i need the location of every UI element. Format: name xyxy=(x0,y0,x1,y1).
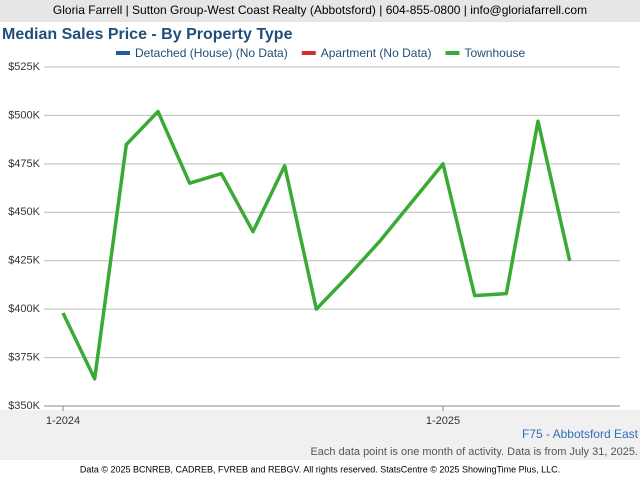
note: Each data point is one month of activity… xyxy=(310,446,638,458)
region-label: F75 - Abbotsford East xyxy=(522,427,639,441)
legend-label: Detached (House) (No Data) xyxy=(135,46,288,60)
footer-area xyxy=(0,410,640,460)
y-tick-label: $500K xyxy=(8,109,40,121)
y-tick-label: $400K xyxy=(8,303,40,315)
legend-swatch xyxy=(445,51,460,55)
header-bar xyxy=(0,0,640,22)
y-tick-label: $475K xyxy=(8,158,40,170)
header: Gloria Farrell | Sutton Group-West Coast… xyxy=(53,3,587,17)
line xyxy=(61,109,572,381)
chart-title: Median Sales Price - By Property Type xyxy=(2,26,293,43)
footer: Data © 2025 BCNREB, CADREB, FVREB and RE… xyxy=(80,464,560,474)
legend-label: Townhouse xyxy=(464,46,525,60)
y-tick-label: $375K xyxy=(8,351,40,363)
y-tick-label: $425K xyxy=(8,255,40,267)
legend-label: Apartment (No Data) xyxy=(321,46,432,60)
y-tick-label: $525K xyxy=(8,61,40,73)
legend-swatch xyxy=(116,51,130,55)
x-tick-label: 1-2025 xyxy=(426,415,460,427)
y-tick-label: $350K xyxy=(8,400,40,412)
y-tick-label: $450K xyxy=(8,206,40,218)
legend-swatch xyxy=(301,51,316,55)
x-tick-label: 1-2024 xyxy=(46,415,80,427)
